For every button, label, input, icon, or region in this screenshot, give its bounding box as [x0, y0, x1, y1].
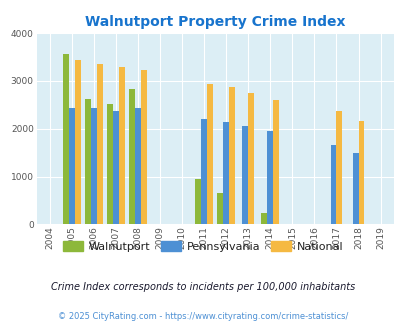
- Bar: [69, 108, 75, 224]
- Bar: [75, 60, 81, 224]
- Bar: [352, 153, 358, 224]
- Bar: [97, 64, 102, 224]
- Bar: [107, 104, 113, 224]
- Bar: [242, 126, 247, 224]
- Bar: [119, 67, 125, 224]
- Bar: [141, 70, 147, 224]
- Bar: [330, 146, 336, 224]
- Bar: [266, 131, 273, 224]
- Bar: [207, 84, 213, 224]
- Bar: [63, 54, 69, 224]
- Bar: [273, 100, 279, 224]
- Bar: [129, 89, 135, 224]
- Bar: [228, 86, 234, 224]
- Bar: [91, 108, 97, 224]
- Bar: [223, 121, 228, 224]
- Bar: [201, 119, 207, 224]
- Bar: [261, 214, 266, 224]
- Bar: [135, 108, 141, 224]
- Bar: [85, 99, 91, 224]
- Legend: Walnutport, Pennsylvania, National: Walnutport, Pennsylvania, National: [58, 237, 347, 256]
- Bar: [113, 112, 119, 224]
- Bar: [247, 93, 254, 224]
- Bar: [336, 111, 341, 224]
- Bar: [195, 179, 201, 224]
- Text: Crime Index corresponds to incidents per 100,000 inhabitants: Crime Index corresponds to incidents per…: [51, 282, 354, 292]
- Bar: [358, 120, 364, 224]
- Text: © 2025 CityRating.com - https://www.cityrating.com/crime-statistics/: © 2025 CityRating.com - https://www.city…: [58, 312, 347, 321]
- Title: Walnutport Property Crime Index: Walnutport Property Crime Index: [85, 15, 345, 29]
- Bar: [217, 193, 223, 224]
